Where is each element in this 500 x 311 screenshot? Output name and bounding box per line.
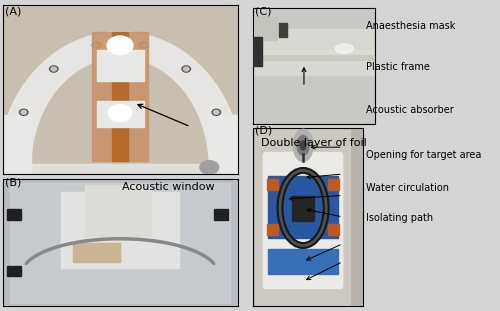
- Bar: [255, 50, 372, 54]
- Circle shape: [293, 129, 313, 161]
- Text: Acoustic absorber: Acoustic absorber: [366, 105, 454, 115]
- Text: Double layer of foil: Double layer of foil: [261, 138, 367, 148]
- Circle shape: [94, 43, 99, 47]
- Bar: [7, 209, 22, 220]
- Circle shape: [92, 42, 100, 48]
- Text: (A): (A): [5, 6, 21, 16]
- Circle shape: [107, 36, 133, 55]
- Text: Opening for target area: Opening for target area: [366, 151, 482, 160]
- Bar: [73, 243, 120, 262]
- Circle shape: [182, 66, 190, 72]
- Bar: [214, 209, 228, 220]
- Text: Water circulation: Water circulation: [366, 183, 449, 193]
- Circle shape: [51, 67, 57, 71]
- Circle shape: [50, 66, 58, 72]
- Text: Plastic frame: Plastic frame: [366, 62, 430, 72]
- Circle shape: [184, 67, 189, 71]
- Bar: [73, 243, 120, 262]
- Bar: [255, 54, 372, 60]
- Bar: [267, 224, 278, 235]
- Circle shape: [108, 105, 132, 122]
- Text: Isolating path: Isolating path: [366, 213, 433, 223]
- Bar: [7, 266, 22, 276]
- Bar: [328, 179, 340, 190]
- Circle shape: [200, 160, 218, 174]
- Circle shape: [212, 109, 220, 115]
- Bar: [255, 29, 372, 76]
- Bar: [210, 115, 238, 174]
- FancyBboxPatch shape: [256, 126, 350, 308]
- Circle shape: [140, 42, 148, 48]
- Bar: [252, 37, 262, 66]
- Circle shape: [214, 110, 219, 114]
- Text: (B): (B): [5, 177, 21, 187]
- Bar: [255, 17, 277, 40]
- Bar: [268, 176, 338, 238]
- Bar: [112, 32, 128, 160]
- Bar: [61, 192, 179, 268]
- Text: Acoustic window: Acoustic window: [122, 182, 215, 192]
- Text: Anaesthesia mask: Anaesthesia mask: [366, 21, 456, 31]
- Bar: [268, 249, 338, 274]
- Bar: [92, 32, 148, 160]
- Circle shape: [141, 43, 146, 47]
- Bar: [292, 196, 314, 221]
- Bar: [96, 101, 144, 127]
- Text: (D): (D): [255, 126, 272, 136]
- Bar: [85, 185, 150, 236]
- Text: (C): (C): [255, 6, 272, 16]
- Bar: [328, 224, 340, 235]
- Bar: [267, 179, 278, 190]
- Ellipse shape: [335, 44, 353, 53]
- Polygon shape: [0, 32, 242, 171]
- Bar: [96, 50, 144, 81]
- Circle shape: [297, 136, 309, 155]
- FancyBboxPatch shape: [264, 153, 342, 289]
- Bar: [280, 23, 287, 37]
- Circle shape: [300, 141, 306, 150]
- Circle shape: [20, 109, 28, 115]
- Circle shape: [21, 110, 26, 114]
- Bar: [2, 115, 30, 174]
